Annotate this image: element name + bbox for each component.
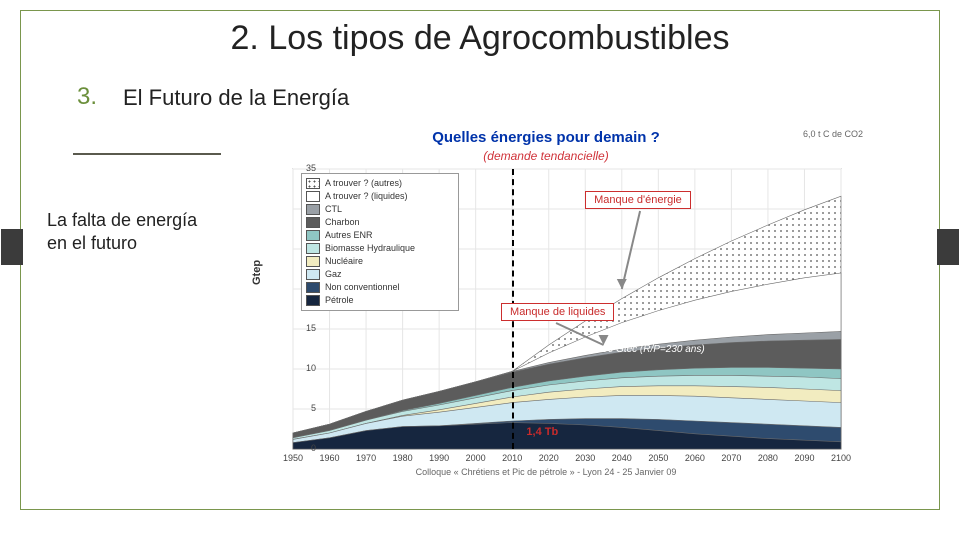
x-tick-label: 2010	[497, 453, 527, 463]
legend-swatch	[306, 217, 320, 228]
x-tick-label: 2050	[643, 453, 673, 463]
legend-swatch	[306, 295, 320, 306]
legend-row: Charbon	[306, 216, 454, 229]
x-tick-label: 1980	[388, 453, 418, 463]
x-tick-label: 2020	[534, 453, 564, 463]
legend-row: Gaz	[306, 268, 454, 281]
legend-swatch	[306, 282, 320, 293]
y-tick-label: 5	[298, 403, 316, 413]
legend-row: Pétrole	[306, 294, 454, 307]
legend-label: Biomasse Hydraulique	[325, 242, 415, 255]
legend-row: A trouver ? (autres)	[306, 177, 454, 190]
legend-label: Non conventionnel	[325, 281, 400, 294]
legend-swatch	[306, 243, 320, 254]
x-tick-label: 2100	[826, 453, 856, 463]
list-text: El Futuro de la Energía	[123, 85, 349, 111]
annotation-manque-energie: Manque d'énergie	[585, 191, 691, 209]
legend-swatch	[306, 191, 320, 202]
x-tick-label: 1950	[278, 453, 308, 463]
legend-swatch	[306, 204, 320, 215]
x-tick-label: 2090	[789, 453, 819, 463]
legend-row: Nucléaire	[306, 255, 454, 268]
legend-swatch	[306, 230, 320, 241]
side-caption: La falta de energía en el futuro	[47, 209, 207, 254]
chart-legend: A trouver ? (autres)A trouver ? (liquide…	[301, 173, 459, 311]
legend-row: Biomasse Hydraulique	[306, 242, 454, 255]
legend-row: A trouver ? (liquides)	[306, 190, 454, 203]
x-tick-label: 2080	[753, 453, 783, 463]
x-tick-label: 2030	[570, 453, 600, 463]
legend-swatch	[306, 178, 320, 189]
chart-subtitle: (demande tendancielle)	[221, 149, 871, 163]
legend-row: CTL	[306, 203, 454, 216]
x-tick-label: 2040	[607, 453, 637, 463]
legend-label: A trouver ? (autres)	[325, 177, 402, 190]
list-number: 3.	[77, 83, 97, 111]
legend-swatch	[306, 269, 320, 280]
energy-chart: 6,0 t C de CO2 Quelles énergies pour dem…	[221, 125, 871, 481]
legend-row: Non conventionnel	[306, 281, 454, 294]
y-tick-label: 15	[298, 323, 316, 333]
y-axis-label: Gtep	[251, 260, 263, 285]
legend-label: Charbon	[325, 216, 360, 229]
legend-swatch	[306, 256, 320, 267]
label-1000gtec: 1000 Gtec (R/P=230 ans)	[591, 344, 705, 355]
x-tick-label: 1960	[315, 453, 345, 463]
x-tick-label: 1970	[351, 453, 381, 463]
annotation-manque-liquides: Manque de liquides	[501, 303, 614, 321]
slide-accent-right	[937, 229, 959, 265]
slide-title: 2. Los tipos de Agrocombustibles	[21, 19, 939, 58]
y-tick-label: 35	[298, 163, 316, 173]
x-tick-label: 1990	[424, 453, 454, 463]
slide-accent-left	[1, 229, 23, 265]
legend-label: Pétrole	[325, 294, 354, 307]
legend-label: Autres ENR	[325, 229, 373, 242]
x-tick-label: 2000	[461, 453, 491, 463]
chart-footer: Colloque « Chrétiens et Pic de pétrole »…	[221, 467, 871, 477]
legend-label: A trouver ? (liquides)	[325, 190, 408, 203]
legend-label: Nucléaire	[325, 255, 363, 268]
x-tick-label: 2060	[680, 453, 710, 463]
x-tick-label: 2070	[716, 453, 746, 463]
legend-row: Autres ENR	[306, 229, 454, 242]
slide-frame: 2. Los tipos de Agrocombustibles 3. El F…	[20, 10, 940, 510]
chart-title: Quelles énergies pour demain ?	[221, 129, 871, 146]
y-tick-label: 10	[298, 363, 316, 373]
legend-label: CTL	[325, 203, 342, 216]
legend-label: Gaz	[325, 268, 342, 281]
y-tick-label: 0	[298, 443, 316, 453]
label-1-4tb: 1,4 Tb	[526, 426, 558, 438]
